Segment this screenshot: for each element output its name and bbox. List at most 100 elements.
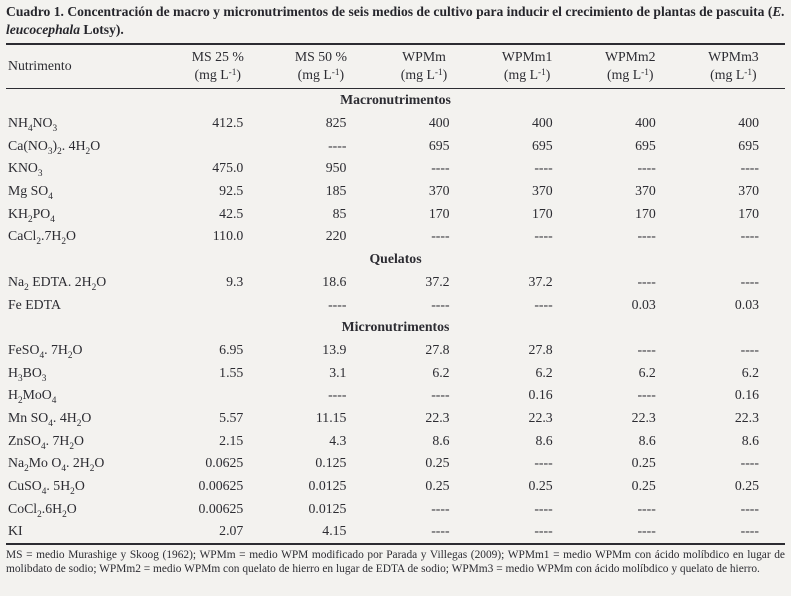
value-cell-wpmm2: ---- [637, 273, 656, 289]
value-cell-wpmm3: ---- [740, 341, 759, 357]
value-cell-wpmm: ---- [431, 296, 450, 312]
value-cell-wpmm3: 0.25 [734, 478, 759, 494]
value-cell-wpmm3: 370 [738, 183, 759, 199]
column-header-ms25: MS 25 % (mg L-1) [166, 44, 270, 89]
value-cell-wpmm3: 0.03 [734, 296, 759, 312]
value-cell-wpmm: ---- [431, 500, 450, 516]
column-header-wpmm3: WPMm3 (mg L-1) [681, 44, 785, 89]
value-cell-wpmm1: ---- [534, 228, 553, 244]
value-cell-wpmm3: 400 [738, 115, 759, 131]
table-row: CuSO4. 5H2O 0.00625 0.0125 0.25 0.25 0.25 0.25 [6, 475, 785, 498]
value-cell-wpmm2: ---- [637, 523, 656, 539]
value-cell-wpmm: 400 [428, 115, 450, 131]
value-cell-wpmm1: 37.2 [528, 273, 553, 289]
value-cell-wpmm3: 170 [738, 205, 759, 221]
section-row: Micronutrimentos [6, 316, 785, 339]
value-cell-wpmm: ---- [431, 160, 450, 176]
value-cell-wpmm: 27.8 [425, 341, 450, 357]
value-cell-ms50: 85 [332, 205, 347, 221]
value-cell-wpmm: 0.25 [425, 478, 450, 494]
nutrient-name-cell: Fe EDTA [8, 296, 61, 312]
column-unit: (mg L-1) [400, 67, 448, 82]
table-row: Mg SO4 92.5 185 370 370 370 370 [6, 180, 785, 203]
value-cell-wpmm: 37.2 [425, 273, 450, 289]
value-cell-wpmm2: 170 [635, 205, 656, 221]
value-cell-wpmm: 170 [428, 205, 450, 221]
value-cell-ms50: 0.125 [315, 455, 347, 471]
value-cell-wpmm3: 8.6 [741, 432, 759, 448]
value-cell-wpmm2: ---- [637, 228, 656, 244]
table-row: H3BO3 1.55 3.1 6.2 6.2 6.2 6.2 [6, 361, 785, 384]
table-row: Na2Mo O4. 2H2O 0.0625 0.125 0.25 ---- 0.25 ---… [6, 452, 785, 475]
nutrient-name-cell: H3BO3 [8, 364, 47, 384]
value-cell-wpmm1: ---- [534, 455, 553, 471]
value-cell-wpmm1: ---- [534, 500, 553, 516]
column-unit: (mg L-1) [710, 67, 757, 82]
value-cell-wpmm1: 27.8 [528, 341, 553, 357]
value-cell-wpmm1: 400 [532, 115, 553, 131]
table-row: KI 2.07 4.15 ---- ---- ---- ---- [6, 520, 785, 544]
nutrient-table: Nutrimento MS 25 % (mg L-1) MS 50 % (mg L-1… [6, 43, 785, 545]
value-cell-ms50: 11.15 [315, 409, 347, 425]
value-cell-wpmm3: ---- [740, 455, 759, 471]
value-cell-ms25: 110.0 [212, 228, 244, 244]
table-row: H2MoO4 ---- ---- 0.16 ---- 0.16 [6, 384, 785, 407]
value-cell-wpmm1: 370 [532, 183, 553, 199]
value-cell-ms50: 950 [325, 160, 347, 176]
value-cell-ms50: 0.0125 [308, 500, 347, 516]
value-cell-ms25 [166, 293, 269, 316]
value-cell-ms25: 0.0625 [205, 455, 244, 471]
value-cell-ms50: 220 [325, 228, 347, 244]
table-row: Ca(NO3)2. 4H2O ---- 695 695 695 695 [6, 134, 785, 157]
column-label: WPMm2 [604, 49, 656, 64]
value-cell-wpmm2: 0.25 [631, 455, 656, 471]
value-cell-wpmm: 695 [428, 137, 450, 153]
table-row: KH2PO4 42.5 85 170 170 170 170 [6, 202, 785, 225]
value-cell-ms50: 18.6 [322, 273, 347, 289]
nutrient-name-cell: Ca(NO3)2. 4H2O [8, 137, 101, 157]
value-cell-ms50: ---- [328, 296, 347, 312]
table-row: FeSO4. 7H2O 6.95 13.9 27.8 27.8 ---- ---- [6, 339, 785, 362]
value-cell-wpmm2: ---- [637, 341, 656, 357]
table-row: NH4NO3 412.5 825 400 400 400 400 [6, 112, 785, 135]
value-cell-ms25: 0.00625 [198, 500, 244, 516]
column-header-ms50: MS 50 % (mg L-1) [269, 44, 373, 89]
value-cell-ms50: ---- [328, 137, 347, 153]
section-header: Quelatos [369, 251, 422, 267]
value-cell-ms50: 0.0125 [308, 478, 347, 494]
column-unit: (mg L-1) [194, 67, 241, 82]
value-cell-wpmm3: 22.3 [734, 409, 759, 425]
column-unit: (mg L-1) [297, 67, 345, 82]
value-cell-wpmm2: 22.3 [631, 409, 656, 425]
nutrient-name-cell: Mg SO4 [8, 183, 53, 203]
value-cell-ms25: 42.5 [219, 205, 244, 221]
value-cell-wpmm1: 170 [532, 205, 553, 221]
value-cell-wpmm1: 695 [532, 137, 553, 153]
value-cell-wpmm: 8.6 [432, 432, 450, 448]
nutrient-name-cell: Na2 EDTA. 2H2O [8, 273, 107, 293]
value-cell-wpmm: 370 [428, 183, 450, 199]
value-cell-wpmm: ---- [431, 228, 450, 244]
value-cell-wpmm3: ---- [740, 273, 759, 289]
value-cell-ms50: 4.15 [322, 523, 347, 539]
value-cell-ms25: 2.07 [219, 523, 244, 539]
value-cell-wpmm1: 0.16 [528, 387, 553, 403]
nutrient-name-cell: CaCl2.7H2O [8, 228, 76, 248]
value-cell-ms25: 9.3 [226, 273, 244, 289]
value-cell-wpmm: 22.3 [425, 409, 450, 425]
value-cell-ms25 [166, 134, 269, 157]
value-cell-ms50: 4.3 [329, 432, 347, 448]
footnote: MS = medio Murashige y Skoog (1962); WPM… [6, 548, 785, 576]
nutrient-name-cell: FeSO4. 7H2O [8, 341, 83, 361]
table-row: Na2 EDTA. 2H2O 9.3 18.6 37.2 37.2 ---- ---- [6, 271, 785, 294]
value-cell-ms25: 2.15 [219, 432, 244, 448]
value-cell-wpmm1: 6.2 [535, 364, 553, 380]
value-cell-wpmm2: 695 [635, 137, 656, 153]
value-cell-wpmm: ---- [431, 387, 450, 403]
column-unit: (mg L-1) [607, 67, 654, 82]
nutrient-name-cell: ZnSO4. 7H2O [8, 432, 85, 452]
column-label: WPMm3 [708, 49, 759, 64]
column-header-wpmm2: WPMm2 (mg L-1) [578, 44, 682, 89]
value-cell-ms25: 6.95 [219, 341, 244, 357]
value-cell-wpmm1: ---- [534, 523, 553, 539]
